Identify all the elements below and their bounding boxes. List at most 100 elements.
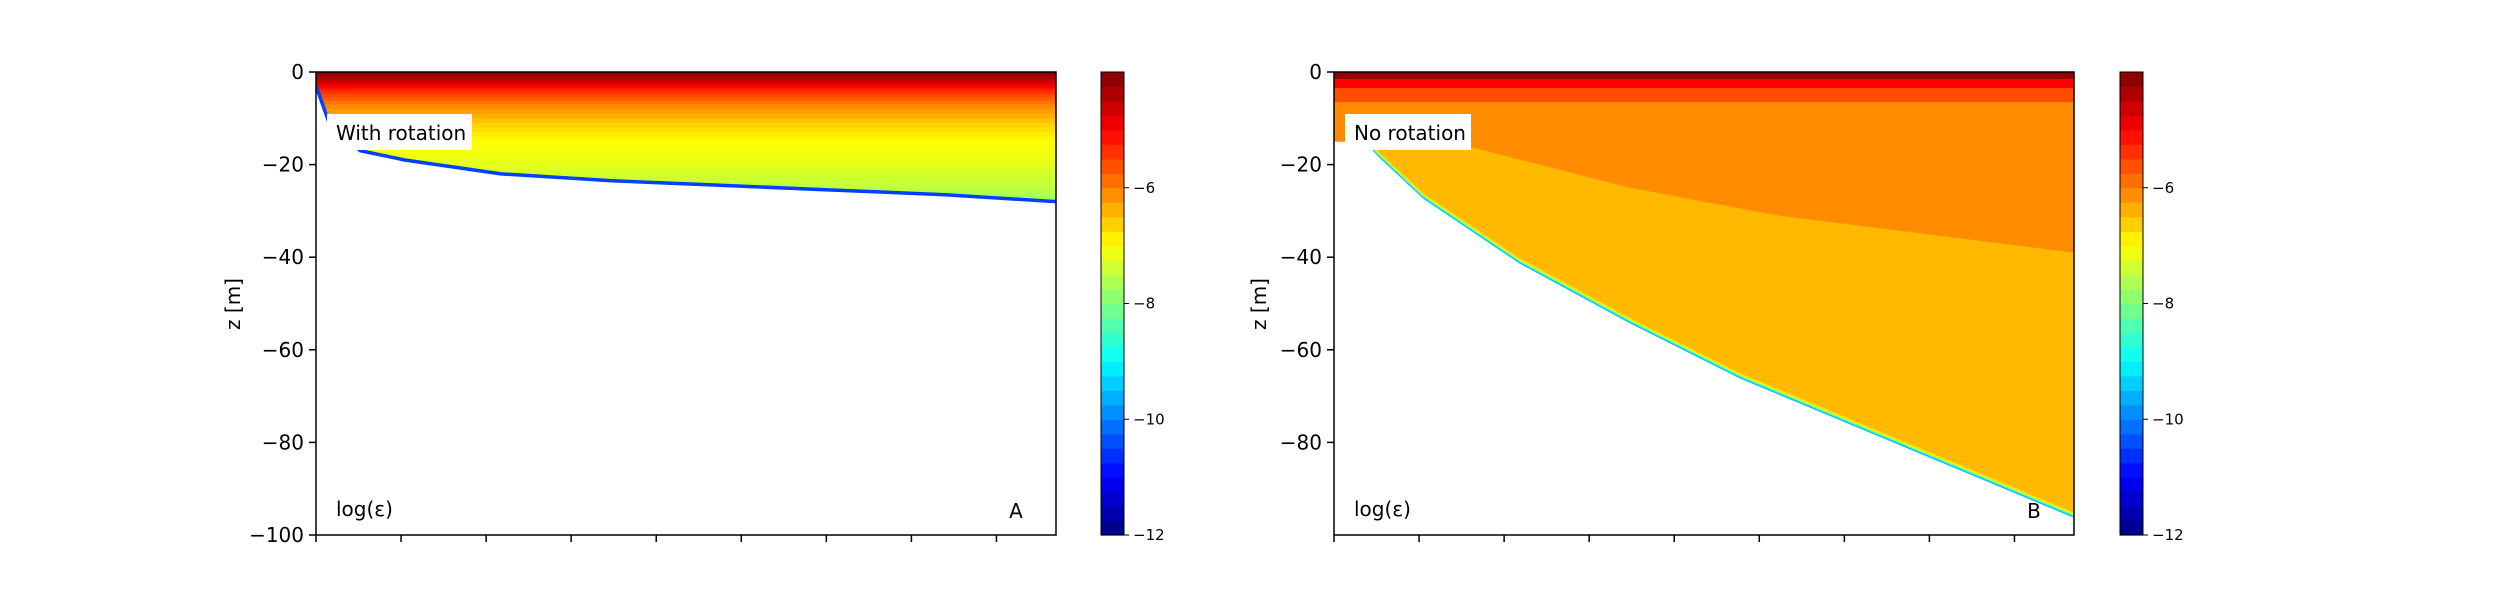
colorbar-step bbox=[2120, 520, 2143, 536]
colorbar-tick-label: −10 bbox=[1133, 410, 1165, 428]
colorbar-step bbox=[1101, 231, 1124, 247]
colorbar-step bbox=[2120, 100, 2143, 117]
colorbar-step bbox=[1101, 390, 1124, 406]
colorbar-steps-a bbox=[1101, 72, 1124, 536]
colorbar-step bbox=[2120, 245, 2143, 261]
colorbar-step bbox=[1101, 129, 1124, 145]
annotation-b: No rotation bbox=[1354, 121, 1466, 145]
colorbar-step bbox=[2120, 303, 2143, 319]
colorbar-step bbox=[2120, 260, 2143, 276]
field-band bbox=[316, 85, 1056, 89]
variable-label-b: log(ε) bbox=[1354, 497, 1411, 521]
field-band bbox=[316, 132, 1056, 138]
y-tick-label: 0 bbox=[1309, 60, 1322, 84]
colorbar-step bbox=[2120, 231, 2143, 247]
field-band bbox=[316, 97, 1056, 102]
colorbar-step bbox=[1101, 491, 1124, 507]
field-band bbox=[316, 147, 1056, 154]
colorbar-tick-label: −6 bbox=[1133, 179, 1155, 197]
surface-band-b bbox=[1334, 72, 2074, 79]
y-tick-label: −80 bbox=[1280, 430, 1322, 454]
y-ticks-b: 0 −20 −40 −60 −80 bbox=[1280, 60, 1334, 454]
field-band bbox=[316, 141, 1056, 148]
colorbar-step bbox=[2120, 390, 2143, 406]
colorbar-step bbox=[2120, 129, 2143, 145]
colorbar-step bbox=[2120, 462, 2143, 478]
y-tick-label: −20 bbox=[1280, 153, 1322, 177]
colorbar-step bbox=[1101, 448, 1124, 464]
colorbar-step bbox=[2120, 158, 2143, 174]
colorbar-step bbox=[1101, 419, 1124, 435]
colorbar-step bbox=[1101, 100, 1124, 117]
colorbar-step bbox=[2120, 86, 2143, 102]
colorbar-step bbox=[1101, 346, 1124, 362]
y-tick-label: −80 bbox=[262, 430, 304, 454]
y-axis-label-b: z [m] bbox=[1247, 278, 1271, 330]
colorbar-step bbox=[2120, 115, 2143, 131]
colorbar-step bbox=[2120, 216, 2143, 232]
y-tick-label: −60 bbox=[262, 338, 304, 362]
panel-label-b: B bbox=[2027, 499, 2041, 523]
annotation-a: With rotation bbox=[336, 121, 466, 145]
colorbar-step bbox=[1101, 260, 1124, 276]
field-b bbox=[1334, 72, 2074, 518]
surface-band-b bbox=[1334, 78, 2074, 89]
field-band bbox=[316, 109, 1056, 115]
colorbar-step bbox=[2120, 346, 2143, 362]
colorbar-step bbox=[1101, 433, 1124, 449]
colorbar-step bbox=[1101, 332, 1124, 348]
colorbar-step bbox=[1101, 86, 1124, 102]
field-band bbox=[316, 81, 1056, 85]
axes-frame-a bbox=[315, 71, 1057, 536]
annotation-box-a bbox=[327, 114, 472, 150]
annotation-box-b bbox=[1345, 114, 1471, 150]
colorbar-a: −6 −8 −10 −12 bbox=[1100, 71, 1165, 544]
colorbar-step bbox=[2120, 187, 2143, 203]
colorbar-step bbox=[2120, 433, 2143, 449]
colorbar-tick-label: −8 bbox=[1133, 295, 1155, 313]
colorbar-steps-b bbox=[2120, 72, 2143, 536]
y-tick-label: 0 bbox=[291, 60, 304, 84]
colorbar-step bbox=[1101, 289, 1124, 305]
surface-band-b bbox=[1334, 88, 2074, 103]
colorbar-step bbox=[1101, 202, 1124, 218]
colorbar-step bbox=[1101, 187, 1124, 203]
x-ticks-b bbox=[1333, 535, 2016, 542]
colorbar-b: −6 −8 −10 −12 bbox=[2119, 71, 2184, 544]
upper-layer-b bbox=[1334, 72, 2074, 253]
colorbar-tick-label: −6 bbox=[2152, 179, 2174, 197]
field-band bbox=[316, 187, 1056, 192]
field-band bbox=[316, 158, 1056, 166]
field-band bbox=[316, 113, 1056, 119]
colorbar-step bbox=[2120, 317, 2143, 334]
colorbar-step bbox=[1101, 72, 1124, 88]
colorbar-tick-label: −10 bbox=[2152, 410, 2184, 428]
colorbar-tick-label: −8 bbox=[2152, 295, 2174, 313]
colorbar-step bbox=[2120, 72, 2143, 88]
y-tick-label: −40 bbox=[262, 245, 304, 269]
colorbar-step bbox=[1101, 274, 1124, 290]
y-ticks-a: 0 −20 −40 −60 −80 −100 bbox=[249, 60, 316, 547]
colorbar-step bbox=[1101, 173, 1124, 189]
panel-a: 0 −20 −40 −60 −80 −100 z [m] With rotation lo… bbox=[221, 60, 1057, 547]
y-tick-label: −100 bbox=[249, 523, 304, 547]
field-band bbox=[316, 198, 1056, 202]
colorbar-step bbox=[1101, 158, 1124, 174]
colorbar-step bbox=[1101, 115, 1124, 131]
field-band bbox=[316, 122, 1056, 129]
field-band bbox=[316, 170, 1056, 177]
colorbar-tick-label: −12 bbox=[1133, 526, 1165, 544]
field-band bbox=[316, 93, 1056, 99]
colorbar-step bbox=[2120, 289, 2143, 305]
colorbar-step bbox=[2120, 404, 2143, 420]
colorbar-step bbox=[2120, 506, 2143, 522]
colorbar-step bbox=[1101, 216, 1124, 232]
field-band bbox=[316, 88, 1056, 92]
variable-label-a: log(ε) bbox=[336, 497, 393, 521]
field-band bbox=[316, 76, 1056, 80]
colorbar-step bbox=[1101, 506, 1124, 522]
field-band bbox=[316, 118, 1056, 124]
colorbar-step bbox=[2120, 375, 2143, 391]
field-band bbox=[316, 127, 1056, 133]
